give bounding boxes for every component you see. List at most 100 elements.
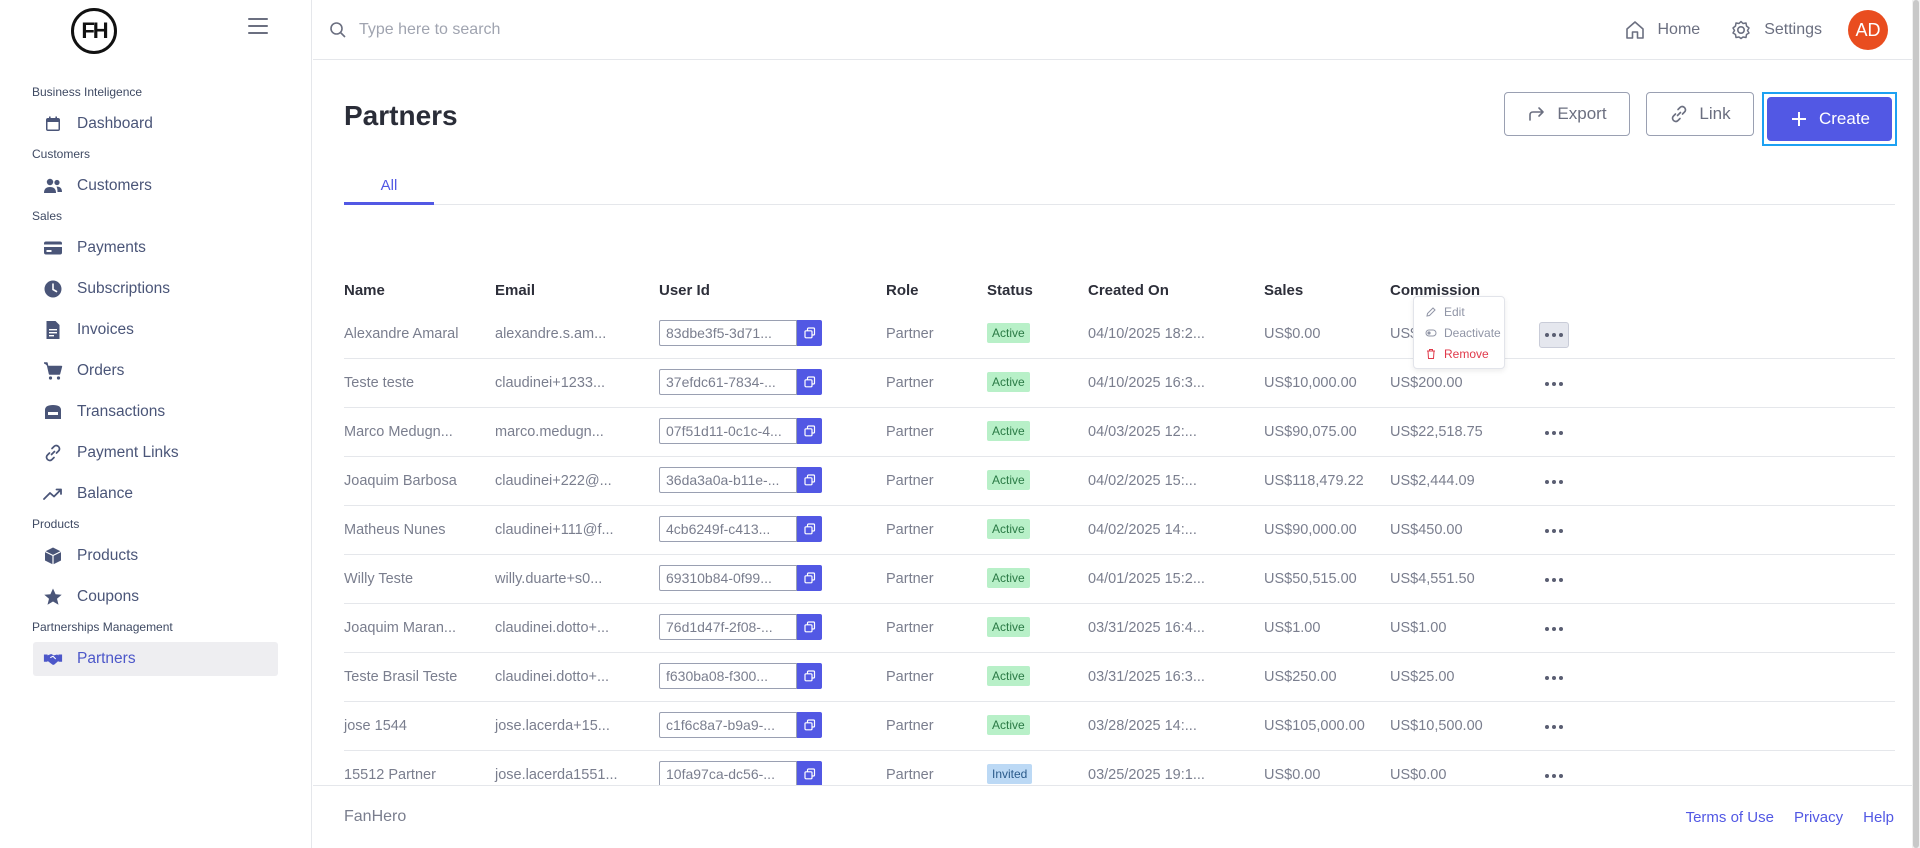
sidebar-item-label: Payments <box>77 239 146 256</box>
copy-icon[interactable] <box>797 614 822 640</box>
sidebar-item-invoices[interactable]: Invoices <box>0 313 312 347</box>
link-button[interactable]: Link <box>1646 92 1754 136</box>
cell-role: Partner <box>886 718 934 734</box>
footer-link-terms[interactable]: Terms of Use <box>1685 808 1774 826</box>
sidebar-item-customers[interactable]: Customers <box>0 169 312 203</box>
scrollbar-thumb[interactable] <box>1913 0 1919 848</box>
footer-link-help[interactable]: Help <box>1863 808 1894 826</box>
menu-item-remove[interactable]: Remove <box>1414 343 1504 364</box>
user-id-field[interactable] <box>659 418 797 444</box>
cell-name: jose 1544 <box>344 718 407 734</box>
avatar[interactable]: AD <box>1848 10 1888 50</box>
copy-icon[interactable] <box>797 418 822 444</box>
cell-user-id <box>659 565 822 591</box>
more-actions-icon[interactable] <box>1539 322 1569 348</box>
page-scrollbar[interactable] <box>1912 0 1920 848</box>
more-actions-icon[interactable] <box>1539 567 1569 593</box>
cell-commission: US$25.00 <box>1390 669 1455 685</box>
sidebar-item-label: Invoices <box>77 321 134 338</box>
search-input[interactable] <box>359 20 959 39</box>
export-button[interactable]: Export <box>1504 92 1630 136</box>
cell-role: Partner <box>886 669 934 685</box>
user-id-field[interactable] <box>659 369 797 395</box>
link-icon <box>43 443 63 463</box>
sidebar-item-products[interactable]: Products <box>0 539 312 573</box>
copy-icon[interactable] <box>797 663 822 689</box>
cell-created-on: 04/10/2025 18:2... <box>1088 326 1205 342</box>
footer-link-privacy[interactable]: Privacy <box>1793 808 1844 826</box>
copy-icon[interactable] <box>797 369 822 395</box>
column-header-sales: Sales <box>1264 282 1304 299</box>
create-button[interactable]: Create <box>1767 97 1892 141</box>
user-id-field[interactable] <box>659 761 797 785</box>
user-id-field[interactable] <box>659 516 797 542</box>
copy-icon[interactable] <box>797 320 822 346</box>
sidebar-item-coupons[interactable]: Coupons <box>0 580 312 614</box>
logo[interactable]: FH <box>71 8 117 54</box>
link-icon <box>1669 104 1689 124</box>
tab-all[interactable]: All <box>344 170 434 205</box>
cell-user-id <box>659 418 822 444</box>
sidebar-item-transactions[interactable]: Transactions <box>0 395 312 429</box>
cell-user-id <box>659 320 822 346</box>
sidebar-item-label: Dashboard <box>77 115 153 132</box>
more-actions-icon[interactable] <box>1539 518 1569 544</box>
status-badge: Active <box>987 617 1030 637</box>
cell-created-on: 04/03/2025 12:... <box>1088 424 1197 440</box>
user-id-field[interactable] <box>659 320 797 346</box>
hamburger-menu-icon[interactable] <box>248 18 268 34</box>
sidebar-item-dashboard[interactable]: Dashboard <box>0 107 312 141</box>
copy-icon[interactable] <box>797 712 822 738</box>
sidebar-item-orders[interactable]: Orders <box>0 354 312 388</box>
sidebar-item-subscriptions[interactable]: Subscriptions <box>0 272 312 306</box>
export-label: Export <box>1557 104 1607 123</box>
sidebar-item-label: Subscriptions <box>77 280 171 297</box>
calendar-icon <box>43 114 63 134</box>
more-actions-icon[interactable] <box>1539 420 1569 446</box>
cell-role: Partner <box>886 473 934 489</box>
cell-commission: US$2,444.09 <box>1390 473 1475 489</box>
cell-role: Partner <box>886 767 934 783</box>
settings-link[interactable]: Settings <box>1730 19 1822 41</box>
sidebar-item-payment-links[interactable]: Payment Links <box>0 436 312 470</box>
cell-commission: US$0.00 <box>1390 767 1447 783</box>
more-actions-icon[interactable] <box>1539 371 1569 397</box>
column-header-name: Name <box>344 282 385 299</box>
copy-icon[interactable] <box>797 761 822 785</box>
cell-role: Partner <box>886 571 934 587</box>
share-arrow-icon <box>1527 104 1547 124</box>
more-actions-icon[interactable] <box>1539 714 1569 740</box>
sidebar-section-title: Customers <box>32 147 91 161</box>
cell-email: willy.duarte+s0... <box>495 571 603 587</box>
more-actions-icon[interactable] <box>1539 469 1569 495</box>
home-link[interactable]: Home <box>1624 19 1700 41</box>
column-header-created-on: Created On <box>1088 282 1169 299</box>
user-id-field[interactable] <box>659 712 797 738</box>
more-actions-icon[interactable] <box>1539 665 1569 691</box>
sidebar-item-balance[interactable]: Balance <box>0 477 312 511</box>
cell-name: Teste teste <box>344 375 415 391</box>
cell-sales: US$0.00 <box>1264 326 1321 342</box>
table-row: Teste Brasil Teste claudinei.dotto+... Par… <box>344 653 1895 702</box>
user-id-field[interactable] <box>659 614 797 640</box>
user-id-field[interactable] <box>659 663 797 689</box>
cell-email: jose.lacerda1551... <box>495 767 618 783</box>
sidebar-section-title: Partnerships Management <box>32 620 173 634</box>
cell-sales: US$250.00 <box>1264 669 1337 685</box>
cell-created-on: 04/10/2025 16:3... <box>1088 375 1205 391</box>
user-id-field[interactable] <box>659 565 797 591</box>
menu-item-edit[interactable]: Edit <box>1414 301 1504 322</box>
cell-created-on: 03/31/2025 16:4... <box>1088 620 1205 636</box>
table-row: jose 1544 jose.lacerda+15... Partner Active… <box>344 702 1895 751</box>
more-actions-icon[interactable] <box>1539 616 1569 642</box>
sidebar-item-payments[interactable]: Payments <box>0 231 312 265</box>
user-id-field[interactable] <box>659 467 797 493</box>
menu-item-deactivate[interactable]: Deactivate <box>1414 322 1504 343</box>
sidebar-item-label: Balance <box>77 485 134 502</box>
more-actions-icon[interactable] <box>1539 763 1569 785</box>
copy-icon[interactable] <box>797 467 822 493</box>
partners-table: Name Email User Id Role Status Created On Sale… <box>344 282 1895 785</box>
sidebar-item-partners[interactable]: Partners <box>33 642 278 676</box>
copy-icon[interactable] <box>797 565 822 591</box>
copy-icon[interactable] <box>797 516 822 542</box>
